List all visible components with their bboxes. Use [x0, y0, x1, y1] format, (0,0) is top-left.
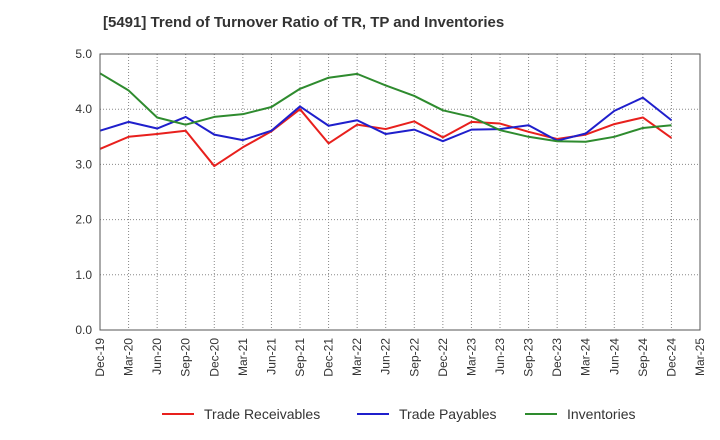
plot-frame — [99, 53, 701, 331]
x-tick-label: Mar-24 — [579, 338, 593, 376]
chart-title: [5491] Trend of Turnover Ratio of TR, TP… — [103, 14, 505, 31]
x-tick-label: Sep-21 — [293, 338, 307, 377]
x-tick-label: Mar-25 — [693, 338, 707, 376]
x-tick-label: Sep-20 — [179, 338, 193, 377]
x-tick-label: Sep-24 — [636, 338, 650, 377]
axes: 0.0 1.0 2.0 3.0 4.0 5.0 Dec-19 Mar-20 Jun-20 Sep-… — [75, 47, 707, 377]
y-tick-label: 0.0 — [75, 323, 92, 337]
legend-label: Trade Receivables — [204, 406, 320, 422]
legend: Trade Receivables Trade Payables Inventori… — [162, 406, 635, 422]
grid — [100, 54, 700, 330]
series-lines — [99, 72, 673, 168]
x-tick-label: Jun-24 — [607, 338, 621, 375]
x-tick-label: Sep-23 — [522, 338, 536, 377]
y-tick-label: 3.0 — [75, 157, 92, 171]
x-tick-label: Mar-23 — [464, 338, 478, 376]
x-tick-label: Mar-20 — [122, 338, 136, 376]
y-tick-label: 5.0 — [75, 47, 92, 61]
x-tick-label: Jun-23 — [493, 338, 507, 375]
y-tick-label: 1.0 — [75, 268, 92, 282]
x-tick-label: Mar-21 — [236, 338, 250, 376]
y-tick-label: 4.0 — [75, 102, 92, 116]
y-tick-label: 2.0 — [75, 213, 92, 227]
x-tick-label: Jun-22 — [379, 338, 393, 375]
series-line-inventories — [99, 72, 672, 143]
x-tick-label: Dec-21 — [322, 338, 336, 377]
legend-label: Trade Payables — [399, 406, 497, 422]
x-tick-label: Dec-24 — [664, 338, 678, 377]
legend-label: Inventories — [567, 406, 635, 422]
x-tick-label: Mar-22 — [350, 338, 364, 376]
x-tick-label: Dec-20 — [207, 338, 221, 377]
x-tick-label: Jun-21 — [264, 338, 278, 375]
x-tick-label: Dec-19 — [93, 338, 107, 377]
x-tick-label: Dec-23 — [550, 338, 564, 377]
x-tick-label: Dec-22 — [436, 338, 450, 377]
x-tick-label: Sep-22 — [407, 338, 421, 377]
x-tick-label: Jun-20 — [150, 338, 164, 375]
